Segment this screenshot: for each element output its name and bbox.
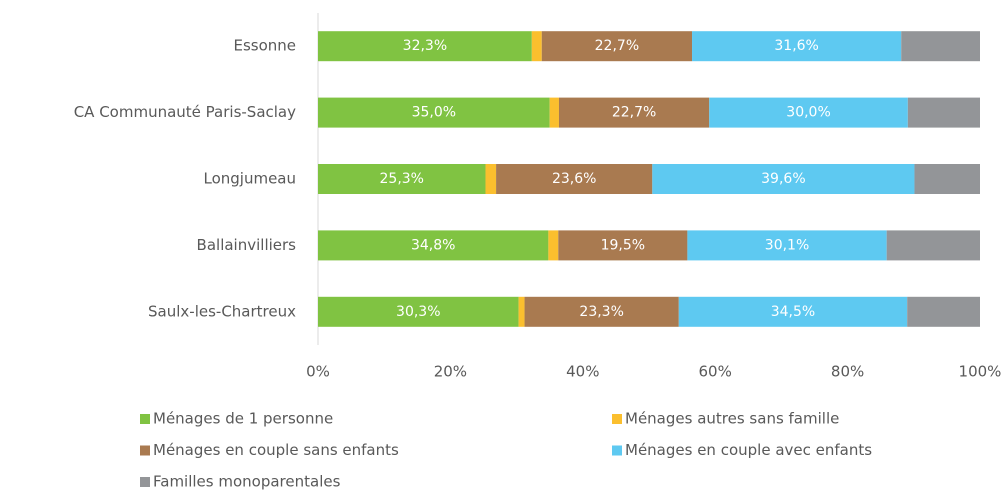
bar-segment: [541, 31, 693, 62]
bar-segment: [652, 164, 915, 194]
legend-label: Ménages en couple sans enfants: [153, 441, 399, 459]
value-label: 35,0%: [412, 105, 456, 121]
value-label: 31,6%: [774, 38, 818, 54]
bar-segment: [518, 296, 525, 327]
category-label: Ballainvilliers: [197, 236, 297, 254]
bar-segment: [907, 97, 980, 128]
legend-swatch: [612, 414, 622, 424]
value-label: 23,6%: [552, 171, 596, 187]
legend-label: Ménages en couple avec enfants: [625, 441, 872, 459]
value-label: 25,3%: [380, 171, 424, 187]
bar-segment: [318, 230, 549, 261]
bar-segment: [692, 31, 902, 62]
legend-swatch: [612, 445, 622, 456]
value-label: 19,5%: [601, 237, 645, 253]
bar-segment: [549, 97, 559, 128]
value-label: 34,8%: [411, 237, 455, 253]
value-label: 30,3%: [396, 304, 440, 320]
value-label: 30,0%: [786, 105, 830, 121]
value-label: 22,7%: [595, 38, 639, 54]
bar-segment: [318, 164, 486, 194]
value-label: 23,3%: [579, 304, 623, 320]
value-label: 32,3%: [403, 38, 447, 54]
legend-swatch: [140, 445, 150, 456]
x-tick-label: 20%: [434, 363, 467, 381]
bar-segment: [485, 164, 497, 194]
value-label: 22,7%: [612, 105, 656, 121]
category-label: Longjumeau: [203, 170, 296, 188]
bar-segment: [496, 164, 653, 194]
bar-segment: [524, 296, 679, 327]
value-label: 30,1%: [765, 237, 809, 253]
category-label: Saulx-les-Chartreux: [148, 302, 296, 320]
bar-segment: [886, 230, 980, 261]
category-label: CA Communauté Paris-Saclay: [74, 103, 296, 121]
x-tick-label: 80%: [831, 363, 864, 381]
legend-label: Ménages de 1 personne: [153, 410, 333, 428]
bar-segment: [914, 164, 980, 194]
x-tick-label: 100%: [959, 363, 1002, 381]
bar-segment: [687, 230, 887, 261]
bar-segment: [907, 296, 980, 327]
legend-swatch: [140, 414, 150, 424]
legend-swatch: [140, 477, 150, 487]
bar-segment: [318, 31, 532, 62]
legend-label: Familles monoparentales: [153, 473, 341, 491]
bar-segment: [558, 230, 688, 261]
x-tick-label: 40%: [566, 363, 599, 381]
bar-segment: [531, 31, 542, 62]
bar-segment: [709, 97, 908, 128]
value-label: 34,5%: [771, 304, 815, 320]
bar-segment: [678, 296, 908, 327]
bar-segment: [558, 97, 710, 128]
x-tick-label: 60%: [699, 363, 732, 381]
bar-segment: [318, 97, 550, 128]
value-label: 39,6%: [761, 171, 805, 187]
bar-segment: [548, 230, 559, 261]
legend-label: Ménages autres sans famille: [625, 410, 839, 428]
category-label: Essonne: [233, 37, 296, 55]
bar-segment: [901, 31, 980, 62]
bar-segment: [318, 296, 519, 327]
x-tick-label: 0%: [306, 363, 330, 381]
